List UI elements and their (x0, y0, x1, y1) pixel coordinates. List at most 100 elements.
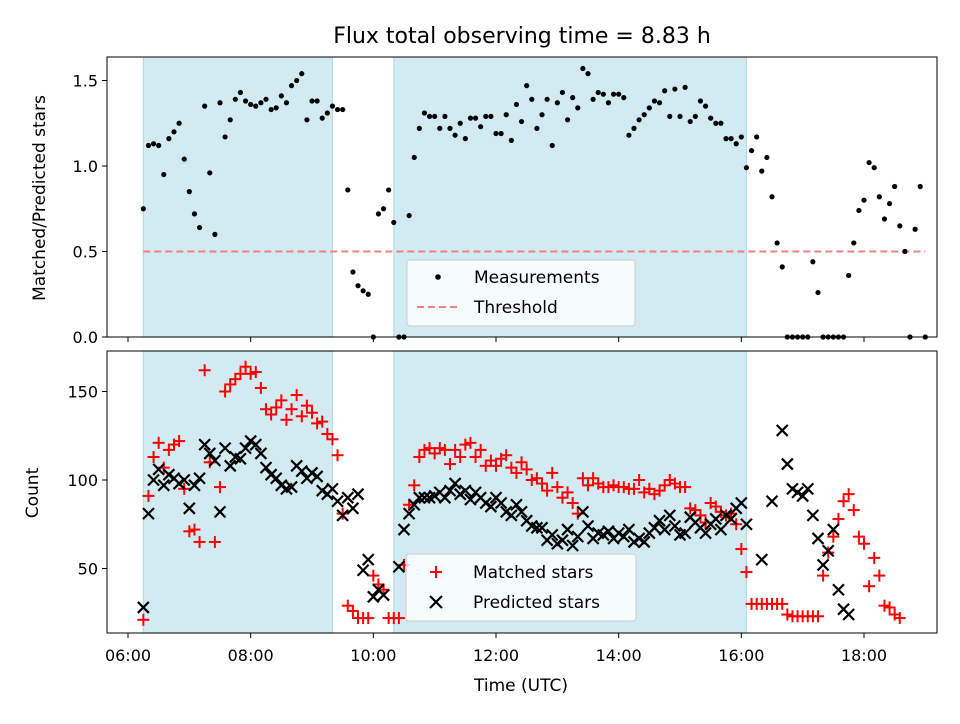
measurement-point-40 (340, 106, 346, 113)
measurement-point-17 (222, 134, 228, 140)
predicted-point-41 (341, 491, 355, 504)
matched-point-141 (852, 530, 865, 543)
matched-point-97 (628, 482, 640, 495)
matched-point-134 (817, 569, 830, 582)
matched-point-119 (740, 566, 753, 579)
predicted-point-126 (806, 509, 820, 522)
matched-point-84 (561, 486, 574, 499)
x-tick-label: 12:00 (473, 646, 519, 665)
bottom-axes-frame (106, 350, 938, 634)
measurement-point-25 (263, 96, 269, 102)
top-panel: Flux total observing time = 8.83 h 0.00.… (30, 24, 938, 347)
matched-point-55 (413, 450, 426, 463)
measurement-point-5 (161, 171, 167, 178)
matched-point-27 (270, 401, 283, 414)
predicted-point-109 (699, 526, 712, 540)
matched-point-39 (331, 449, 344, 462)
measurement-point-76 (524, 83, 530, 89)
measurement-point-60 (442, 113, 448, 120)
measurement-point-94 (616, 91, 622, 97)
matched-point-147 (883, 601, 896, 614)
measurement-point-96 (626, 132, 632, 138)
measurement-point-33 (304, 117, 310, 123)
measurement-point-153 (917, 183, 923, 190)
matched-point-42 (346, 604, 359, 617)
measurement-point-98 (636, 117, 642, 123)
measurement-point-64 (462, 136, 468, 142)
predicted-point-59 (443, 484, 457, 497)
predicted-point-79 (545, 528, 559, 542)
measurement-point-150 (902, 248, 908, 255)
predicted-point-51 (402, 507, 416, 520)
measurement-point-65 (467, 115, 474, 121)
predicted-point-129 (821, 544, 835, 558)
measurement-point-55 (416, 125, 422, 131)
measurement-point-3 (150, 141, 157, 147)
measurement-point-105 (672, 86, 678, 92)
measurement-point-35 (314, 98, 320, 104)
measurement-point-22 (248, 101, 254, 108)
predicted-point-83 (566, 539, 579, 552)
measurement-point-13 (202, 103, 208, 109)
measurement-point-109 (692, 113, 698, 120)
measurement-point-142 (861, 197, 867, 203)
predicted-point-131 (832, 583, 845, 597)
measurement-point-4 (156, 142, 162, 149)
matched-point-107 (679, 481, 692, 494)
measurement-point-103 (662, 88, 668, 94)
measurement-point-44 (360, 288, 366, 294)
top-y-ticks: 0.0 0.5 1.0 1.5 (73, 72, 107, 347)
matched-point-46 (367, 569, 380, 582)
predicted-point-35 (310, 470, 324, 483)
matched-point-20 (234, 367, 247, 380)
legend-marker-measurements (435, 274, 441, 280)
x-tick-label: 14:00 (596, 646, 642, 665)
matched-point-10 (183, 525, 196, 538)
predicted-point-82 (561, 523, 574, 536)
predicted-point-105 (678, 526, 692, 540)
matched-star-points (137, 360, 906, 626)
measurement-point-101 (651, 98, 658, 104)
predicted-point-84 (571, 530, 585, 543)
measurement-points (140, 65, 928, 340)
measurement-point-57 (426, 113, 433, 120)
matched-point-83 (556, 491, 569, 504)
matched-point-81 (546, 466, 559, 479)
top-legend-box (406, 259, 636, 327)
measurement-point-141 (856, 207, 862, 214)
matched-point-93 (607, 479, 620, 492)
chart-title: Flux total observing time = 8.83 h (333, 24, 711, 49)
matched-point-21 (239, 360, 252, 373)
measurement-point-117 (733, 141, 739, 147)
matched-point-139 (842, 488, 855, 501)
legend-label-predicted: Predicted stars (473, 593, 600, 613)
matched-point-26 (265, 408, 278, 421)
matched-point-109 (689, 504, 702, 517)
legend-label-measurements: Measurements (474, 268, 600, 288)
predicted-point-54 (418, 491, 431, 504)
measurement-point-73 (508, 137, 514, 143)
measurement-point-95 (621, 95, 627, 101)
matched-point-22 (244, 367, 257, 380)
predicted-point-118 (755, 553, 769, 566)
predicted-point-46 (367, 590, 380, 604)
matched-point-92 (602, 481, 615, 494)
predicted-point-133 (842, 608, 855, 621)
predicted-point-114 (724, 512, 738, 526)
matched-point-38 (326, 433, 339, 446)
measurement-point-113 (713, 120, 719, 126)
shaded-interval-1 (142, 350, 333, 634)
measurement-point-85 (570, 95, 576, 101)
measurement-point-93 (610, 91, 617, 97)
predicted-point-86 (581, 519, 595, 533)
measurement-point-28 (278, 93, 284, 99)
y-tick-label: 50 (78, 560, 98, 579)
measurement-point-84 (564, 117, 571, 123)
measurement-point-2 (145, 142, 152, 149)
predicted-point-127 (811, 532, 825, 545)
matched-point-82 (551, 481, 564, 494)
measurement-point-120 (748, 148, 755, 154)
predicted-point-13 (198, 438, 211, 451)
measurement-point-42 (350, 269, 356, 275)
measurement-point-47 (375, 211, 382, 217)
